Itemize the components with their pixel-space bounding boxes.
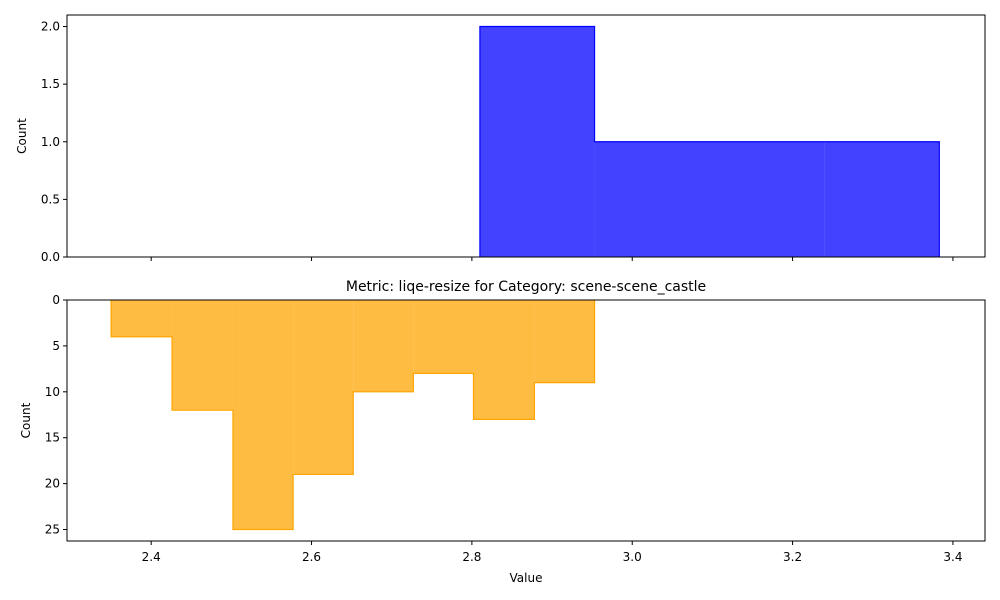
histogram-bar [111,300,173,337]
x-axis-label: Value [510,571,543,585]
y-tick-label: 0 [52,293,60,307]
lower-histogram-panel: 0 5 10 15 20 25 2.4 2.6 2.8 3.0 3.2 3.4 Count Value Me… [19,279,986,585]
plot-frame [66,14,986,258]
y-tick-label: 0.0 [41,250,60,264]
histogram-bar [534,300,595,383]
histogram-bar [594,141,711,257]
x-tick-label: 2.4 [142,550,161,564]
histogram-bar [293,300,354,475]
histogram-bar [232,300,294,530]
y-tick-label: 2.0 [41,20,60,34]
x-tick-label: 3.0 [623,550,642,564]
x-tick-label: 3.2 [783,550,802,564]
y-tick-label: 10 [45,385,60,399]
y-tick-label: 1.0 [41,135,60,149]
y-axis-label: Count [19,402,33,438]
histogram-bar [353,300,414,392]
histogram-bar [413,300,474,374]
y-tick-label: 15 [45,431,60,445]
plot-frame [66,299,986,542]
histogram-bar [172,300,233,411]
x-tick-label: 3.4 [943,550,962,564]
y-tick-label: 25 [45,523,60,537]
y-axis-label: Count [15,118,29,154]
histogram-outline [479,25,940,257]
y-tick-label: 0.5 [41,192,60,206]
histogram-outline [110,300,596,531]
histogram-bar [710,141,825,257]
x-tick-label: 2.6 [302,550,321,564]
chart-title: Metric: liqe-resize for Category: scene-… [346,279,706,295]
x-tick-label: 2.8 [462,550,481,564]
histogram-bar [473,300,535,420]
histogram-bar [479,26,595,258]
upper-histogram-panel: 0.0 0.5 1.0 1.5 2.0 Count [15,14,986,264]
y-tick-label: 20 [45,477,60,491]
histogram-bar [824,141,940,257]
y-tick-label: 5 [52,339,60,353]
y-tick-label: 1.5 [41,77,60,91]
